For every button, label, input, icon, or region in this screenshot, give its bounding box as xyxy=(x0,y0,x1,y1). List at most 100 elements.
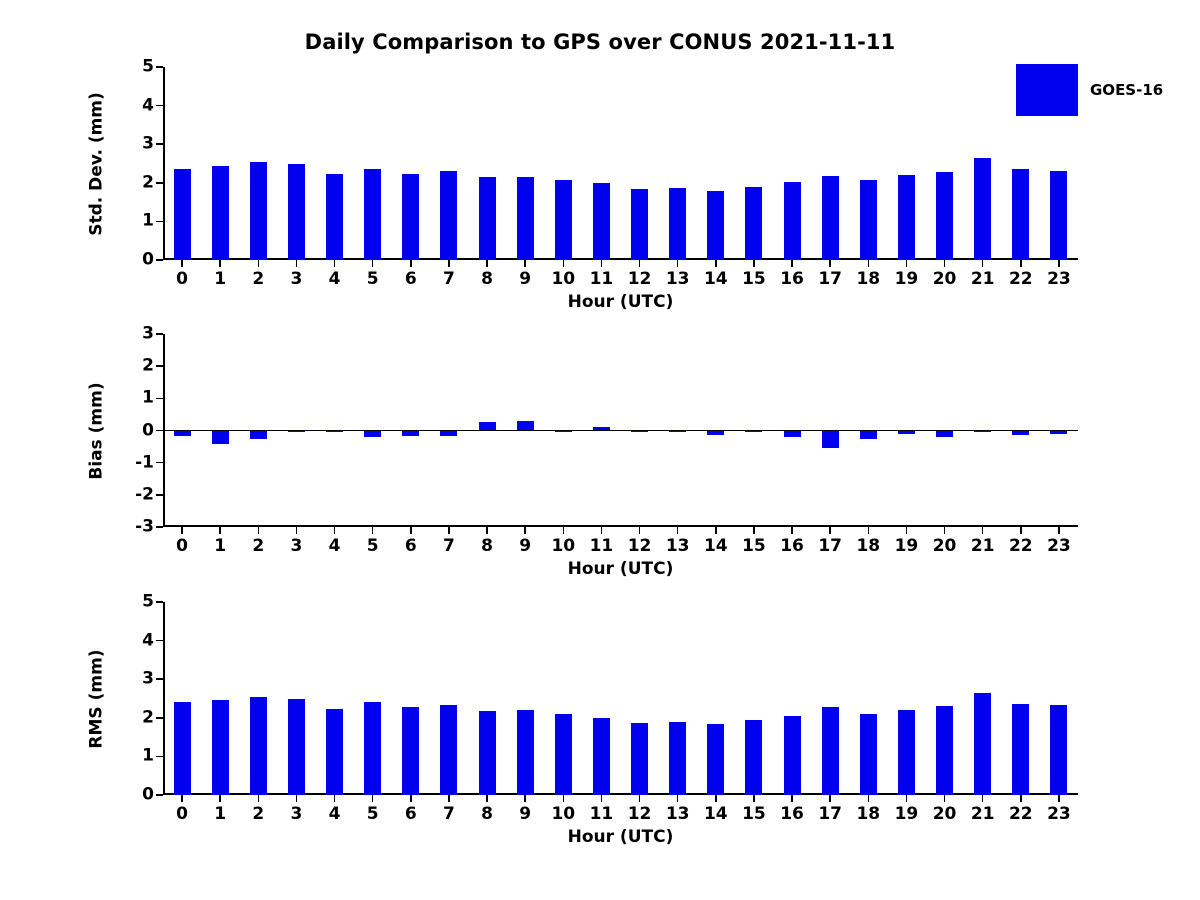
bar-rms-hour-14 xyxy=(707,724,725,795)
bar-rms-hour-20 xyxy=(936,705,954,795)
x-tick-std-dev-23 xyxy=(1058,260,1060,267)
x-axis-line-bias xyxy=(163,525,1078,527)
x-tick-rms-14 xyxy=(715,795,717,802)
x-tick-std-dev-4 xyxy=(333,260,336,267)
bar-rms-hour-16 xyxy=(783,716,801,795)
x-tick-rms-6 xyxy=(410,795,412,802)
x-tick-bias-20 xyxy=(943,527,946,534)
x-tick-rms-21 xyxy=(981,795,984,802)
y-tick-label-rms-3: 3 xyxy=(142,668,154,689)
y-tick-bias-1 xyxy=(156,397,163,400)
bar-std-dev-hour-4 xyxy=(326,174,344,260)
x-tick-label-bias-1: 1 xyxy=(214,536,227,556)
bar-rms-hour-0 xyxy=(173,702,191,795)
x-tick-label-bias-21: 21 xyxy=(970,536,995,556)
y-tick-label-bias-2: 2 xyxy=(142,355,154,376)
x-tick-label-std-dev-12: 12 xyxy=(627,269,652,289)
x-tick-label-rms-13: 13 xyxy=(665,804,690,824)
bar-std-dev-hour-5 xyxy=(364,168,382,260)
bar-bias-hour-4 xyxy=(326,430,344,433)
bar-bias-hour-15 xyxy=(745,430,763,433)
x-tick-rms-23 xyxy=(1058,795,1060,802)
bar-bias-hour-7 xyxy=(440,430,458,436)
x-tick-label-bias-8: 8 xyxy=(481,536,493,556)
x-tick-rms-2 xyxy=(257,795,260,802)
y-tick-rms-4 xyxy=(156,639,163,642)
bar-bias-hour-18 xyxy=(859,430,877,439)
y-tick-label-std-dev-3: 3 xyxy=(142,133,154,154)
x-tick-label-rms-2: 2 xyxy=(252,804,265,824)
x-tick-label-bias-11: 11 xyxy=(589,536,614,556)
bar-rms-hour-22 xyxy=(1012,704,1030,795)
x-tick-label-rms-3: 3 xyxy=(290,804,303,824)
bar-rms-hour-9 xyxy=(516,710,534,795)
x-tick-label-bias-19: 19 xyxy=(894,536,919,556)
bar-bias-hour-19 xyxy=(897,430,915,435)
bar-rms-hour-1 xyxy=(211,699,229,795)
x-tick-label-bias-7: 7 xyxy=(443,536,455,556)
y-tick-rms-5 xyxy=(156,601,163,603)
x-tick-rms-8 xyxy=(486,795,488,802)
bar-std-dev-hour-7 xyxy=(440,171,458,260)
x-tick-label-bias-20: 20 xyxy=(932,536,957,556)
bar-rms-hour-5 xyxy=(364,701,382,795)
x-tick-rms-13 xyxy=(676,795,679,802)
bar-std-dev-hour-6 xyxy=(402,173,420,260)
bar-bias-hour-9 xyxy=(516,420,534,431)
x-tick-rms-9 xyxy=(524,795,526,802)
y-tick-label-rms-1: 1 xyxy=(142,745,154,766)
x-tick-std-dev-5 xyxy=(371,260,374,267)
bar-std-dev-hour-18 xyxy=(859,180,877,260)
x-tick-rms-4 xyxy=(333,795,336,802)
bar-bias-hour-21 xyxy=(974,430,992,432)
x-tick-label-bias-0: 0 xyxy=(176,536,188,556)
x-tick-label-std-dev-17: 17 xyxy=(818,269,843,289)
x-tick-std-dev-14 xyxy=(715,260,717,267)
bar-std-dev-hour-9 xyxy=(516,177,534,260)
x-tick-label-std-dev-9: 9 xyxy=(519,269,532,289)
x-tick-label-rms-10: 10 xyxy=(551,804,576,824)
x-tick-label-bias-3: 3 xyxy=(290,536,303,556)
x-tick-std-dev-13 xyxy=(676,260,679,267)
x-tick-bias-1 xyxy=(219,527,221,534)
x-tick-bias-23 xyxy=(1058,527,1060,534)
x-tick-std-dev-1 xyxy=(219,260,221,267)
bar-bias-hour-11 xyxy=(592,426,610,431)
y-tick-label-bias-1: 1 xyxy=(142,387,154,408)
y-tick-std-dev-2 xyxy=(156,182,163,184)
y-tick-label-rms-2: 2 xyxy=(142,707,154,728)
x-tick-bias-2 xyxy=(257,527,260,534)
x-tick-label-bias-6: 6 xyxy=(404,536,417,556)
bar-bias-hour-17 xyxy=(821,430,839,449)
x-tick-bias-7 xyxy=(448,527,450,534)
bar-std-dev-hour-10 xyxy=(554,179,572,260)
x-tick-bias-3 xyxy=(295,527,298,534)
x-tick-label-std-dev-14: 14 xyxy=(703,269,728,289)
x-tick-label-std-dev-21: 21 xyxy=(970,269,995,289)
y-tick-std-dev-1 xyxy=(156,220,163,223)
x-tick-label-bias-12: 12 xyxy=(627,536,652,556)
y-tick-rms-0 xyxy=(156,794,163,796)
bar-std-dev-hour-14 xyxy=(707,191,725,260)
bar-rms-hour-8 xyxy=(478,710,496,795)
y-tick-bias--1 xyxy=(156,461,163,464)
bar-bias-hour-10 xyxy=(554,430,572,432)
bar-std-dev-hour-19 xyxy=(897,175,915,260)
x-tick-label-rms-6: 6 xyxy=(404,804,417,824)
bar-std-dev-hour-17 xyxy=(821,175,839,260)
x-tick-rms-1 xyxy=(219,795,221,802)
x-tick-std-dev-22 xyxy=(1020,260,1022,267)
bar-std-dev-hour-12 xyxy=(631,189,649,260)
x-tick-bias-16 xyxy=(791,527,793,534)
panel-rms: RMS (mm) Hour (UTC) 0 1 2 3 4 5 0 1 2 3 4 5 6 7 8 9 10 11… xyxy=(87,593,1078,846)
y-tick-label-bias--2: -2 xyxy=(135,484,154,505)
y-tick-label-std-dev-1: 1 xyxy=(142,210,154,231)
x-tick-bias-11 xyxy=(600,527,603,534)
y-tick-std-dev-3 xyxy=(156,143,163,145)
x-tick-label-std-dev-0: 0 xyxy=(176,269,188,289)
y-tick-label-rms-0: 0 xyxy=(142,784,154,805)
bar-rms-hour-18 xyxy=(859,713,877,795)
x-tick-rms-17 xyxy=(829,795,831,802)
